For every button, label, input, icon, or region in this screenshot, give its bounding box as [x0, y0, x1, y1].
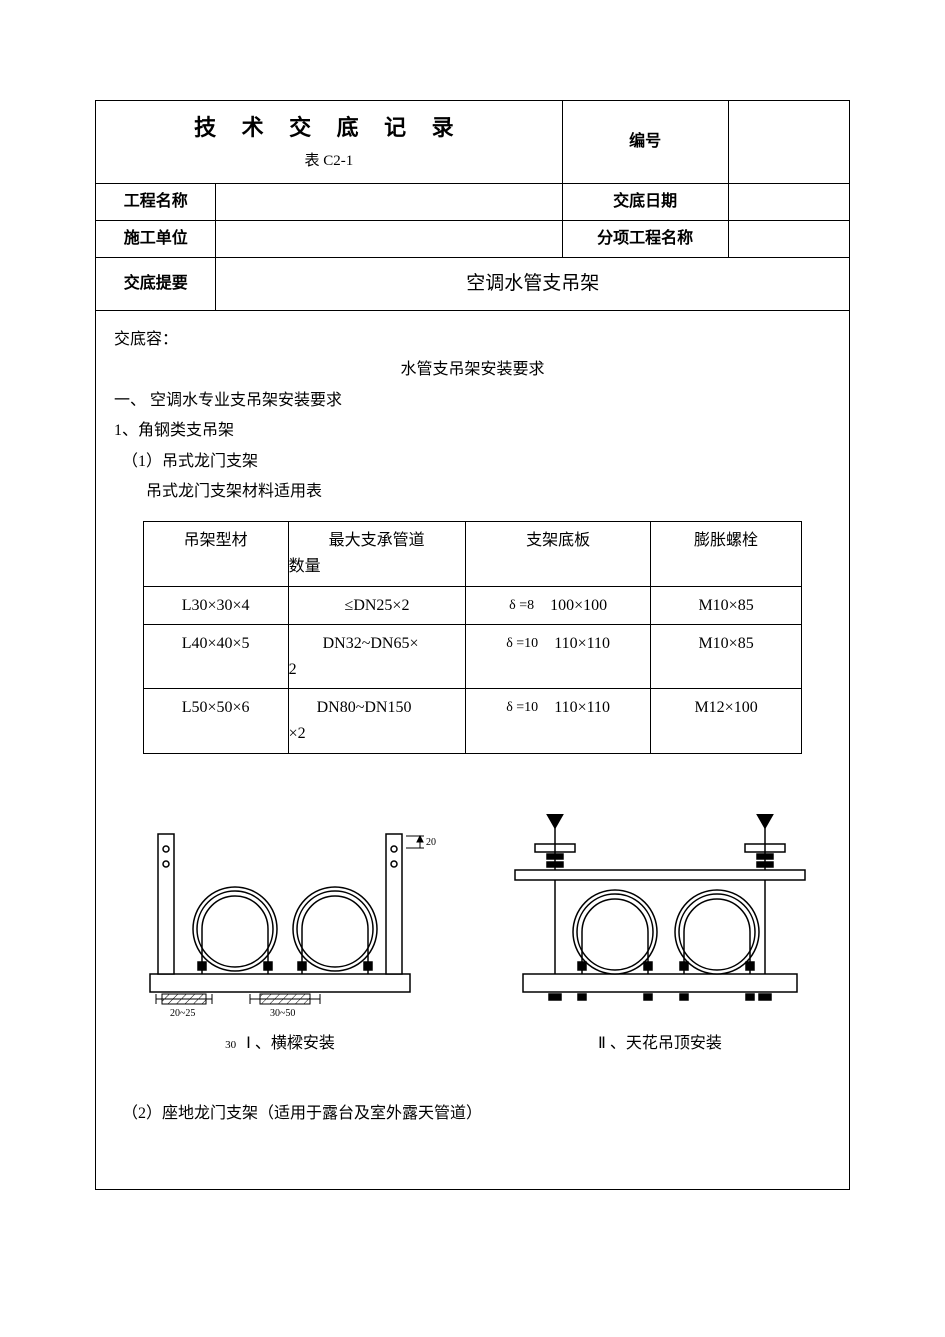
- dim-label-2: 30~50: [270, 1008, 295, 1019]
- header-row-project: 工程名称 交底日期: [96, 184, 849, 221]
- subproject-value: [729, 221, 849, 257]
- diagram-2: Ⅱ 、天花吊顶安装: [495, 814, 825, 1053]
- diagram-row: 20~25 30~50 20 30 Ⅰ 、横樑安装: [114, 814, 831, 1053]
- delta-text: δ =10: [506, 636, 538, 651]
- table-row: L40×40×5 DN32~DN65×2 δ =10 110×110 M10×8…: [143, 625, 802, 689]
- table-row: L50×50×6 DN80~DN150×2 δ =10 110×110 M12×…: [143, 689, 802, 753]
- header-row-summary: 交底提要 空调水管支吊架: [96, 258, 849, 312]
- item-1-1: （1）吊式龙门支架: [114, 447, 831, 477]
- th-profile: 吊架型材: [143, 522, 288, 586]
- date-label: 交底日期: [563, 184, 729, 220]
- table-body: L30×30×4 ≤DN25×2 δ =8 100×100 M10×85 L40…: [143, 586, 802, 753]
- form-frame: 技 术 交 底 记 录 表 C2-1 编号 工程名称 交底日期 施工单位 分项工…: [95, 100, 850, 1190]
- diagram-1-caption: 30 Ⅰ 、横樑安装: [225, 1029, 335, 1053]
- th-maxpipe-l1: 最大支承管道: [329, 532, 425, 549]
- main-title: 技 术 交 底 记 录: [194, 111, 464, 144]
- sub-title: 表 C2-1: [305, 150, 354, 173]
- cell-baseplate: δ =8 100×100: [466, 586, 650, 625]
- cell-bolt: M10×85: [650, 625, 802, 689]
- diagram-1-svg: 20~25 30~50 20: [120, 814, 440, 1019]
- th-maxpipe: 最大支承管道 数量: [288, 522, 466, 586]
- size-text: 110×110: [554, 699, 610, 716]
- dim-label-top: 20: [426, 837, 436, 848]
- unit-label: 施工单位: [96, 221, 216, 257]
- cell-bolt: M10×85: [650, 586, 802, 625]
- th-baseplate: 支架底板: [466, 522, 650, 586]
- cell-baseplate: δ =10 110×110: [466, 625, 650, 689]
- delta-text: δ =8: [509, 598, 534, 613]
- content-body: 交底容： 水管支吊架安装要求 一、 空调水专业支吊架安装要求 1、角钢类支吊架 …: [96, 311, 849, 1189]
- intro-label: 交底容：: [114, 325, 831, 355]
- header-row-unit: 施工单位 分项工程名称: [96, 221, 849, 258]
- item-1-2: （2）座地龙门支架（适用于露台及室外露天管道）: [114, 1099, 831, 1129]
- section-title: 水管支吊架安装要求: [114, 355, 831, 385]
- cell-profile: L40×40×5: [143, 625, 288, 689]
- materials-table: 吊架型材 最大支承管道 数量 支架底板 膨胀螺栓 L30×30×4 ≤DN25×…: [143, 521, 803, 753]
- header-row-title: 技 术 交 底 记 录 表 C2-1 编号: [96, 101, 849, 184]
- sec-1: 一、 空调水专业支吊架安装要求: [114, 386, 831, 416]
- unit-value: [216, 221, 562, 257]
- cell-maxpipe: ≤DN25×2: [288, 586, 466, 625]
- project-name-label: 工程名称: [96, 184, 216, 220]
- number-value: [729, 101, 849, 183]
- delta-text: δ =10: [506, 700, 538, 715]
- cell-maxpipe: DN32~DN65×2: [288, 625, 466, 689]
- diagram-2-svg: [495, 814, 825, 1019]
- title-cell: 技 术 交 底 记 录 表 C2-1: [96, 101, 563, 183]
- cell-profile: L30×30×4: [143, 586, 288, 625]
- th-bolt: 膨胀螺栓: [650, 522, 802, 586]
- diagram-1: 20~25 30~50 20 30 Ⅰ 、横樑安装: [120, 814, 440, 1053]
- cell-baseplate: δ =10 110×110: [466, 689, 650, 753]
- item-1: 1、角钢类支吊架: [114, 416, 831, 446]
- size-text: 100×100: [550, 597, 607, 614]
- cell-bolt: M12×100: [650, 689, 802, 753]
- th-maxpipe-l2: 数量: [289, 558, 321, 575]
- table-header-row: 吊架型材 最大支承管道 数量 支架底板 膨胀螺栓: [143, 522, 802, 586]
- cell-maxpipe: DN80~DN150×2: [288, 689, 466, 753]
- number-label: 编号: [563, 101, 729, 183]
- cell-profile: L50×50×6: [143, 689, 288, 753]
- project-name-value: [216, 184, 562, 220]
- dim-label-1: 20~25: [170, 1008, 195, 1019]
- page: 技 术 交 底 记 录 表 C2-1 编号 工程名称 交底日期 施工单位 分项工…: [0, 0, 945, 1250]
- item-1-1-caption: 吊式龙门支架材料适用表: [114, 477, 831, 507]
- summary-value: 空调水管支吊架: [216, 258, 849, 311]
- summary-label: 交底提要: [96, 258, 216, 311]
- subproject-label: 分项工程名称: [563, 221, 729, 257]
- table-row: L30×30×4 ≤DN25×2 δ =8 100×100 M10×85: [143, 586, 802, 625]
- size-text: 110×110: [554, 635, 610, 652]
- caption-1-pre: 30: [225, 1039, 236, 1051]
- diagram-2-caption: Ⅱ 、天花吊顶安装: [598, 1029, 722, 1053]
- caption-1-text: Ⅰ 、横樑安装: [246, 1029, 335, 1053]
- date-value: [729, 184, 849, 220]
